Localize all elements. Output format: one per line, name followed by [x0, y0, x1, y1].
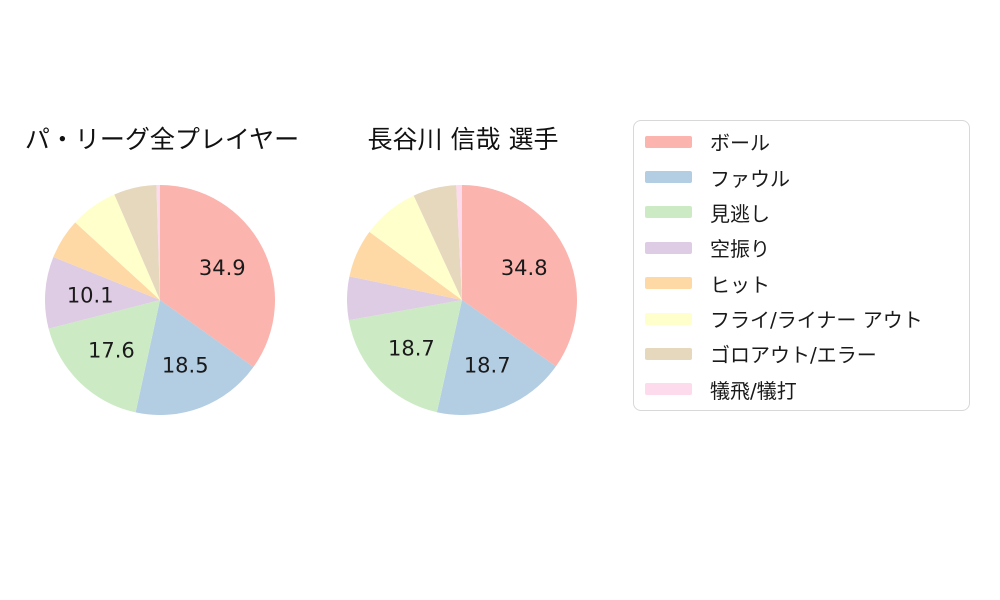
pie-slice-foul [436, 300, 556, 415]
legend-item-swinging-strike: 空振り [645, 230, 958, 265]
legend-item-hit: ヒット [645, 266, 958, 301]
pie-slice-ball [462, 185, 577, 367]
legend-label-called-strike: 見逃し [710, 201, 770, 226]
legend-label-ball: ボール [710, 131, 770, 156]
legend-swatch-called-strike [645, 206, 692, 219]
pie-slice-called-strike [348, 300, 462, 413]
pie-chart-right: 34.8 18.7 18.7 [347, 185, 577, 415]
legend-item-foul: ファウル [645, 159, 958, 194]
legend-swatch-sac-fly-bunt [645, 383, 692, 396]
legend-swatch-hit [645, 277, 692, 290]
pie-value-label-called-strike: 18.7 [388, 336, 435, 360]
pie-value-label-foul: 18.5 [162, 353, 209, 377]
pie-chart-title-left: パ・リーグ全プレイヤー [24, 125, 300, 154]
pie-slice-swinging-strike [45, 256, 160, 329]
legend-swatch-fly-liner-out [645, 312, 692, 325]
legend-label-fly-liner-out: フライ/ライナー アウト [710, 308, 923, 333]
pie-slice-sac-fly-bunt [156, 185, 160, 300]
pie-slice-swinging-strike [347, 276, 462, 321]
pie-slice-called-strike [48, 300, 160, 413]
pie-slice-fly-liner-out [75, 194, 160, 300]
legend-swatch-swinging-strike [645, 241, 692, 254]
pie-chart-title-right: 長谷川 信哉 選手 [367, 125, 559, 154]
legend-item-groundout-error: ゴロアウト/エラー [645, 336, 958, 371]
legend-label-hit: ヒット [710, 272, 770, 297]
pie-slice-hit [349, 231, 462, 300]
legend-label-swinging-strike: 空振り [710, 237, 770, 262]
pie-slice-fly-liner-out [369, 195, 462, 300]
legend-swatch-foul [645, 171, 692, 184]
legend-swatch-ball [645, 135, 692, 148]
pie-value-label-foul: 18.7 [464, 353, 511, 377]
legend-swatch-groundout-error [645, 347, 692, 360]
legend-box: ボールファウル見逃し空振りヒットフライ/ライナー アウト ゴロアウト/エラー 犠飛/… [633, 120, 970, 411]
pie-value-label-called-strike: 17.6 [88, 338, 135, 362]
legend-item-ball: ボール [645, 124, 958, 159]
legend-item-called-strike: 見逃し [645, 195, 958, 230]
legend-item-sac-fly-bunt: 犠飛/犠打 [645, 372, 958, 407]
pie-slice-groundout-error [413, 185, 462, 300]
pie-slice-groundout-error [114, 185, 160, 300]
legend-label-sac-fly-bunt: 犠飛/犠打 [710, 378, 797, 403]
legend-label-groundout-error: ゴロアウト/エラー [710, 343, 877, 368]
pie-value-label-ball: 34.9 [199, 256, 246, 280]
legend-label-foul: ファウル [710, 166, 790, 191]
pie-value-label-ball: 34.8 [501, 256, 548, 280]
pie-chart-left: 34.9 18.5 17.6 10.1 [45, 185, 275, 415]
pie-slice-ball [160, 185, 275, 368]
pie-slice-sac-fly-bunt [456, 185, 462, 300]
legend-item-fly-liner-out: フライ/ライナー アウト [645, 301, 958, 336]
pie-slice-foul [135, 300, 254, 415]
pie-slice-hit [53, 222, 161, 300]
pie-value-label-swinging-strike: 10.1 [67, 283, 114, 307]
